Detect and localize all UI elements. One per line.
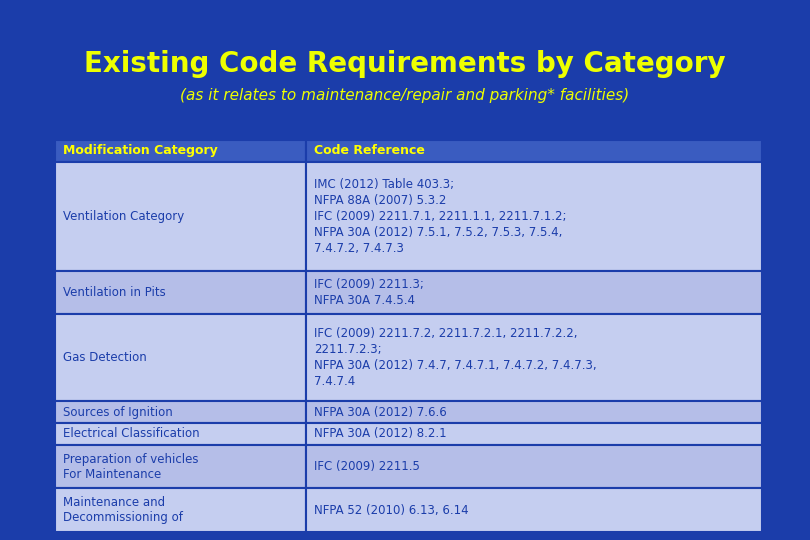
Text: (as it relates to maintenance/repair and parking* facilities): (as it relates to maintenance/repair and… [181,88,629,103]
Text: Gas Detection: Gas Detection [63,352,147,365]
Text: IFC (2009) 2211.5: IFC (2009) 2211.5 [314,460,420,473]
Text: NFPA 30A (2012) 7.6.6: NFPA 30A (2012) 7.6.6 [314,406,447,419]
Bar [55,162,306,271]
Bar [306,401,762,423]
Bar [55,489,306,532]
Bar [306,423,762,445]
Text: Modification Category: Modification Category [63,144,218,157]
Text: Electrical Classification: Electrical Classification [63,428,199,441]
Bar [55,445,306,489]
Text: Ventilation Category: Ventilation Category [63,210,184,222]
Text: IFC (2009) 2211.3;
NFPA 30A 7.4.5.4: IFC (2009) 2211.3; NFPA 30A 7.4.5.4 [314,278,424,307]
Bar [55,271,306,314]
Bar [306,445,762,489]
Text: Ventilation in Pits: Ventilation in Pits [63,286,166,299]
Text: IMC (2012) Table 403.3;
NFPA 88A (2007) 5.3.2
IFC (2009) 2211.7.1, 2211.1.1, 221: IMC (2012) Table 403.3; NFPA 88A (2007) … [314,178,566,255]
Bar [55,423,306,445]
Text: Sources of Ignition: Sources of Ignition [63,406,173,419]
Text: Existing Code Requirements by Category: Existing Code Requirements by Category [84,50,726,78]
Bar [306,314,762,401]
Text: Maintenance and
Decommissioning of: Maintenance and Decommissioning of [63,496,183,524]
Text: Code Reference: Code Reference [314,144,425,157]
Bar [55,140,306,162]
Bar [55,401,306,423]
Bar [306,271,762,314]
Text: Preparation of vehicles
For Maintenance: Preparation of vehicles For Maintenance [63,453,198,481]
Bar [55,314,306,401]
Text: NFPA 30A (2012) 8.2.1: NFPA 30A (2012) 8.2.1 [314,428,446,441]
Text: NFPA 52 (2010) 6.13, 6.14: NFPA 52 (2010) 6.13, 6.14 [314,504,469,517]
Bar [306,489,762,532]
Bar [306,162,762,271]
Bar [306,140,762,162]
Text: IFC (2009) 2211.7.2, 2211.7.2.1, 2211.7.2.2,
2211.7.2.3;
NFPA 30A (2012) 7.4.7, : IFC (2009) 2211.7.2, 2211.7.2.1, 2211.7.… [314,327,597,388]
